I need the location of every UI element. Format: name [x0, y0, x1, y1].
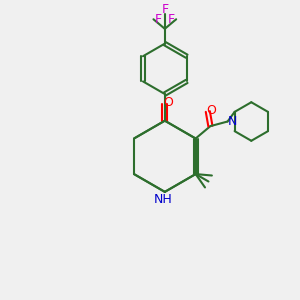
Text: NH: NH: [154, 193, 173, 206]
Text: N: N: [227, 115, 237, 128]
Text: O: O: [206, 103, 216, 116]
Text: F: F: [161, 3, 168, 16]
Text: O: O: [164, 96, 173, 110]
Text: F: F: [154, 13, 161, 26]
Text: F: F: [168, 13, 175, 26]
